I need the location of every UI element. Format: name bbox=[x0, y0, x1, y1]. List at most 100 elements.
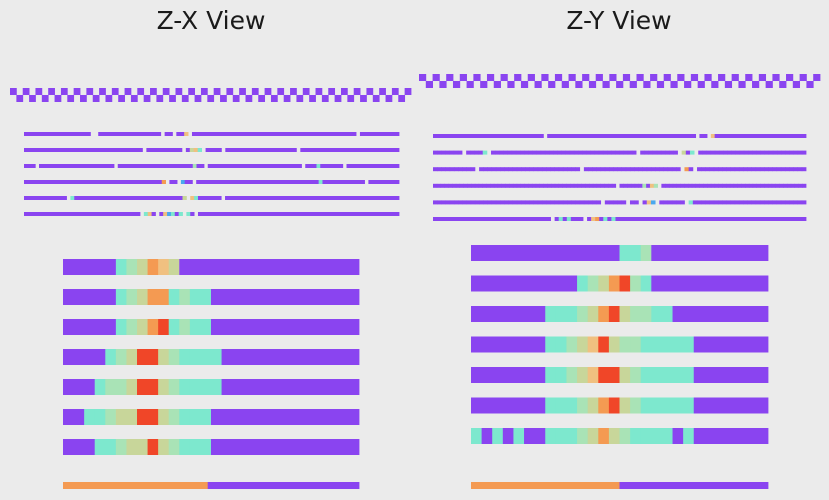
fine-row-cell bbox=[737, 183, 742, 188]
bar-cell bbox=[316, 289, 328, 305]
fine-row-cell bbox=[441, 217, 446, 221]
fine-row-cell bbox=[526, 217, 531, 221]
top-strip-cell bbox=[786, 74, 794, 81]
bar-cell bbox=[566, 367, 578, 383]
fine-row-cell bbox=[751, 200, 757, 205]
bar-cell bbox=[115, 259, 127, 275]
bar-cell bbox=[471, 428, 483, 444]
fine-row-cell bbox=[43, 148, 49, 152]
fine-row-cell bbox=[194, 196, 199, 200]
bar-cell bbox=[253, 349, 265, 365]
fine-row-cell bbox=[93, 196, 98, 200]
fine-row-cell bbox=[577, 183, 582, 188]
fine-row-cell bbox=[720, 217, 726, 221]
bottom-bar-cell bbox=[599, 482, 604, 489]
bar-cell bbox=[211, 439, 222, 455]
bar-cell bbox=[179, 439, 191, 455]
bar-cell bbox=[471, 397, 483, 414]
bottom-bar-cell bbox=[89, 482, 93, 489]
bar-cell bbox=[158, 259, 170, 275]
fine-row-cell bbox=[630, 134, 636, 138]
fine-row-cell bbox=[364, 212, 369, 216]
bar-cell bbox=[126, 379, 138, 395]
bar-cell bbox=[630, 306, 642, 322]
bar-cell bbox=[73, 289, 85, 305]
bar-cell bbox=[263, 439, 275, 455]
bottom-bar-cell bbox=[138, 482, 143, 489]
bottom-bar-cell bbox=[530, 482, 535, 489]
fine-row-cell bbox=[473, 217, 478, 221]
fine-row-cell bbox=[131, 180, 136, 184]
bar-cell bbox=[306, 289, 318, 305]
fine-row-cell bbox=[776, 200, 782, 205]
fine-row-cell bbox=[646, 183, 651, 188]
fine-row-cell bbox=[592, 183, 598, 188]
fine-row-cell bbox=[360, 212, 365, 216]
bar-cell bbox=[608, 428, 620, 444]
fine-row-cell bbox=[232, 212, 238, 216]
fine-row-cell bbox=[790, 183, 795, 188]
fine-row-cell bbox=[46, 164, 51, 168]
fine-row-cell bbox=[196, 180, 201, 184]
fine-row-cell bbox=[209, 196, 214, 200]
fine-row-cell bbox=[729, 134, 735, 138]
fine-row-cell bbox=[24, 164, 29, 168]
bar-cell bbox=[693, 306, 705, 322]
fine-row-cell bbox=[785, 150, 790, 155]
fine-row-cell bbox=[724, 217, 730, 221]
fine-row-cell bbox=[196, 164, 201, 168]
fine-row-cell bbox=[743, 200, 748, 205]
fine-row-cell bbox=[245, 180, 251, 184]
top-strip-cell bbox=[752, 81, 760, 88]
bar-cell bbox=[598, 367, 610, 383]
bottom-bar-cell bbox=[217, 482, 222, 489]
fine-row-cell bbox=[100, 180, 105, 184]
fine-row-cell bbox=[106, 148, 112, 152]
fine-row-cell bbox=[360, 180, 365, 184]
fine-row-cell bbox=[67, 148, 72, 152]
fine-row-cell bbox=[144, 164, 149, 168]
fine-row-cell bbox=[133, 132, 138, 136]
fine-row-cell bbox=[650, 167, 656, 172]
bar-cell bbox=[513, 367, 525, 383]
bar-cell bbox=[704, 245, 716, 261]
fine-row-cell bbox=[330, 180, 335, 184]
fine-row-cell bbox=[646, 134, 651, 138]
bottom-bar-cell bbox=[520, 482, 525, 489]
fine-row-cell bbox=[743, 150, 749, 155]
fine-row-cell bbox=[482, 134, 487, 138]
fine-row-cell bbox=[524, 150, 529, 155]
fine-row-cell bbox=[233, 148, 238, 152]
fine-row-cell bbox=[59, 132, 64, 136]
fine-row-cell bbox=[47, 132, 52, 136]
bar-cell bbox=[327, 259, 339, 275]
bar-cell bbox=[746, 428, 758, 444]
top-strip-cell bbox=[656, 81, 665, 88]
bar-cell bbox=[94, 259, 106, 275]
bar-cell bbox=[348, 409, 360, 425]
fine-row-cell bbox=[501, 217, 507, 221]
top-strip-cell bbox=[283, 95, 291, 102]
bottom-bar-cell bbox=[477, 482, 482, 489]
fine-row-cell bbox=[726, 200, 731, 205]
fine-row-cell bbox=[351, 148, 356, 152]
top-strip-cell bbox=[636, 74, 644, 81]
top-strip-cell bbox=[29, 95, 36, 102]
fine-row-cell bbox=[240, 196, 245, 200]
fine-row-cell bbox=[505, 183, 510, 188]
fine-row-cell bbox=[310, 196, 315, 200]
bar-cell bbox=[63, 349, 74, 365]
bottom-bar-cell bbox=[276, 482, 281, 489]
fine-row-cell bbox=[643, 217, 649, 221]
top-strip-cell bbox=[609, 74, 617, 81]
fine-row-cell bbox=[200, 180, 205, 184]
fine-row-cell bbox=[317, 196, 323, 200]
bar-cell bbox=[577, 397, 589, 414]
bar-cell bbox=[147, 259, 159, 275]
fine-row-cell bbox=[558, 217, 564, 221]
fine-row-cell bbox=[433, 183, 438, 188]
bottom-bar-cell bbox=[293, 482, 297, 489]
fine-row-cell bbox=[634, 200, 639, 205]
bar-cell bbox=[179, 319, 191, 335]
zy-view-panel bbox=[419, 74, 821, 489]
